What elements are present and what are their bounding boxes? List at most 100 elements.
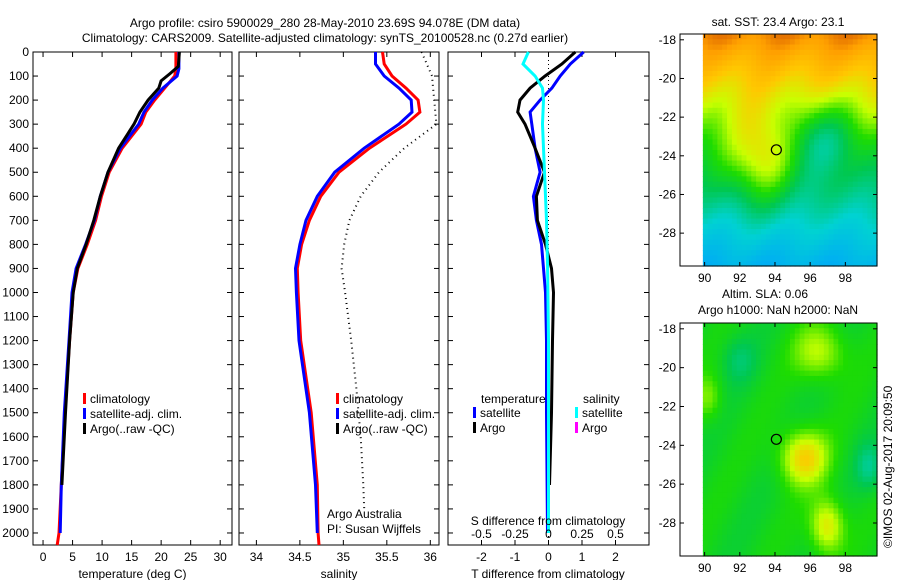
map-cell (775, 176, 781, 183)
map-cell (707, 338, 714, 345)
map-cell (872, 250, 878, 257)
map-cell (838, 144, 844, 151)
map-cell (756, 202, 762, 209)
map-cell (722, 328, 728, 335)
map-cell (717, 375, 723, 382)
map-y-tick-label: -18 (659, 322, 677, 336)
map-cell (867, 255, 873, 262)
map-cell (775, 139, 781, 146)
map-cell (867, 328, 873, 335)
map-cell (872, 418, 878, 425)
map-cell (852, 150, 859, 156)
map-cell (760, 407, 767, 414)
map-cell (814, 239, 820, 246)
map-cell (847, 407, 854, 414)
map-cell (847, 223, 854, 230)
map-cell (756, 186, 762, 193)
map-cell (741, 354, 747, 361)
map-cell (741, 344, 747, 351)
map-cell (847, 239, 854, 246)
map-cell (765, 107, 772, 114)
map-cell (857, 481, 864, 488)
map-cell (765, 508, 772, 515)
map-cell (775, 239, 781, 246)
map-cell (765, 455, 772, 462)
map-cell (731, 497, 738, 504)
map-cell (741, 55, 747, 61)
map-cell (809, 508, 815, 515)
map-cell (722, 171, 728, 177)
x-tick-label: 5 (69, 550, 76, 564)
map-cell (828, 497, 835, 504)
map-cell (809, 118, 815, 125)
map-cell (780, 192, 786, 199)
map-cell (833, 492, 839, 499)
map-cell (702, 260, 709, 267)
map-cell (731, 202, 738, 209)
map-cell (707, 439, 714, 446)
map-cell (756, 450, 762, 456)
map-cell (765, 360, 772, 366)
y-tick-label: 1600 (2, 430, 29, 444)
map-cell (828, 113, 835, 119)
map-cell (843, 65, 849, 72)
map-cell (872, 333, 878, 340)
map-cell (746, 139, 752, 146)
map-cell (862, 418, 868, 425)
map-cell (862, 97, 868, 104)
map-cell (847, 497, 854, 504)
map-cell (814, 386, 820, 393)
map-cell (872, 534, 878, 541)
map-cell (712, 208, 718, 214)
map-cell (765, 418, 772, 425)
map-cell (852, 471, 859, 478)
x-tick-label: 34 (250, 550, 264, 564)
map-cell (707, 255, 714, 262)
map-cell (794, 223, 801, 230)
map-cell (780, 344, 786, 351)
map-cell (814, 365, 820, 372)
map-cell (857, 323, 864, 329)
map-cell (722, 354, 728, 361)
map-cell (717, 60, 723, 67)
map-cell (780, 223, 786, 230)
map-cell (717, 550, 723, 557)
map-cell (862, 413, 868, 419)
map-cell (780, 250, 786, 257)
map-cell (756, 413, 762, 419)
map-cell (789, 370, 796, 377)
map-cell (833, 444, 839, 451)
map-cell (741, 186, 747, 193)
map-cell (804, 418, 810, 425)
salinity-line-climatology (295, 51, 422, 546)
map-cell (702, 492, 709, 499)
map-cell (712, 471, 718, 478)
map-cell (843, 450, 849, 456)
map-cell (828, 60, 835, 67)
map-cell (765, 550, 772, 557)
map-cell (712, 370, 718, 377)
map-cell (794, 481, 801, 488)
map-cell (843, 381, 849, 388)
map-cell (765, 234, 772, 241)
map-cell (857, 529, 864, 536)
map-cell (828, 397, 835, 404)
map-cell (722, 375, 728, 382)
map-cell (833, 497, 839, 504)
map-cell (872, 550, 878, 557)
map-cell (823, 118, 830, 125)
map-cell (847, 518, 854, 525)
map-cell (707, 481, 714, 488)
map-cell (843, 229, 849, 235)
map-cell (862, 128, 868, 135)
map-cell (823, 370, 830, 377)
x-tick-label: 35 (337, 550, 351, 564)
map-cell (746, 34, 752, 40)
map-cell (727, 481, 733, 488)
map-cell (731, 476, 738, 483)
map-cell (794, 323, 801, 329)
map-cell (847, 181, 854, 188)
map-cell (785, 328, 791, 335)
map-cell (707, 244, 714, 251)
map-cell (852, 244, 859, 251)
